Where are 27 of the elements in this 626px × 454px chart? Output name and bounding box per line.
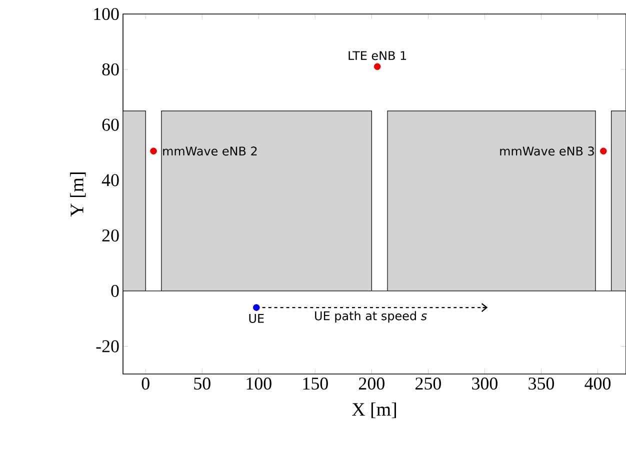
- x-tick-label: 100: [246, 378, 272, 390]
- point: [150, 148, 157, 154]
- y-tick-label: 80: [102, 63, 119, 76]
- y-tick-label: 40: [102, 174, 119, 186]
- series-label: mmWave eNB 3: [500, 146, 594, 156]
- series-label: mmWave eNB 2: [163, 146, 257, 156]
- y-tick-label: 20: [102, 229, 119, 242]
- y-tick-label: 0: [111, 284, 119, 297]
- y-axis-title: Y [m]: [70, 172, 86, 217]
- y-tick-label: 60: [102, 118, 119, 131]
- x-tick-label: 300: [472, 378, 498, 390]
- series-label: UE: [249, 314, 264, 323]
- x-tick-label: 0: [142, 378, 150, 390]
- x-tick-label: 400: [584, 378, 611, 390]
- x-tick-label: 150: [303, 378, 328, 390]
- x-tick-label: 350: [528, 378, 554, 390]
- point: [374, 63, 381, 70]
- x-tick-label: 250: [416, 378, 441, 390]
- y-tick-label: 100: [94, 8, 119, 20]
- x-axis-title: X [m]: [352, 402, 396, 418]
- point: [252, 304, 260, 311]
- series-label: UE path at speed s: [315, 311, 427, 323]
- x-tick-label: 50: [194, 378, 210, 390]
- point: [600, 148, 607, 154]
- series-label: LTE eNB 1: [348, 51, 406, 60]
- y-tick-label: -20: [96, 340, 119, 352]
- x-tick-label: 200: [359, 378, 384, 390]
